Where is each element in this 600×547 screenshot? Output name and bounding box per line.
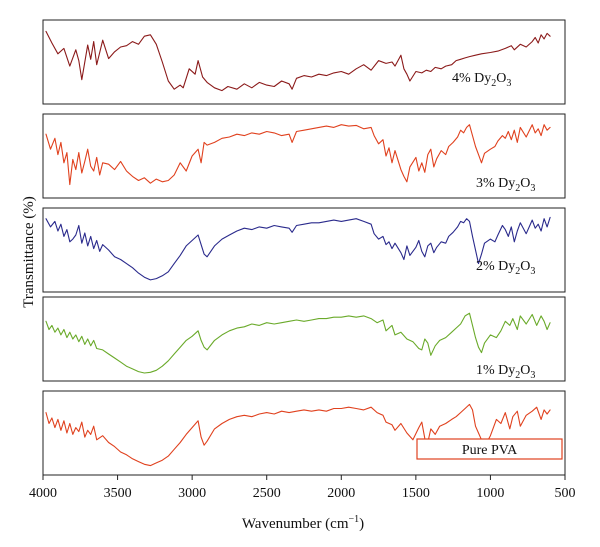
panels: 4% Dy2O3 3% Dy2O3 2% Dy2O3 1% Dy2O3 Pure PVA	[42, 19, 566, 476]
panel-3: 2% Dy2O3	[42, 207, 566, 293]
series-label: 4% Dy2O3	[452, 71, 511, 89]
panel-5: Pure PVA	[42, 390, 566, 476]
series-label: 2% Dy2O3	[476, 259, 535, 277]
series-line	[45, 403, 551, 467]
x-tick-label: 1000	[476, 486, 504, 501]
panel-frame	[42, 19, 566, 105]
x-tick-label: 2000	[327, 486, 355, 501]
x-tick-label: 4000	[29, 486, 57, 501]
series-label: 1% Dy2O3	[476, 363, 535, 381]
panel-frame	[42, 207, 566, 293]
x-axis-label: Wavenumber (cm−1)	[242, 514, 364, 532]
legend-box	[416, 438, 563, 460]
panel-4: 1% Dy2O3	[42, 296, 566, 382]
x-tick-label: 2500	[253, 486, 281, 501]
x-tick-label: 500	[555, 486, 576, 501]
panel-frame	[42, 390, 566, 476]
series-label: Pure PVA	[462, 443, 518, 458]
series-line	[45, 30, 551, 92]
x-tick-label: 1500	[402, 486, 430, 501]
series-line	[45, 124, 551, 186]
panel-frame	[42, 296, 566, 382]
panel-1: 4% Dy2O3	[42, 19, 566, 105]
series-line	[45, 312, 551, 374]
panel-frame	[42, 113, 566, 199]
series-line	[45, 216, 551, 281]
x-tick-label: 3500	[104, 486, 132, 501]
panel-2: 3% Dy2O3	[42, 113, 566, 199]
series-label: 3% Dy2O3	[476, 176, 535, 194]
x-tick-label: 3000	[178, 486, 206, 501]
x-axis: 4000 3500 3000 2500 2000 1500 1000 500	[29, 475, 576, 501]
y-axis-label: Transmittance (%)	[21, 196, 37, 308]
